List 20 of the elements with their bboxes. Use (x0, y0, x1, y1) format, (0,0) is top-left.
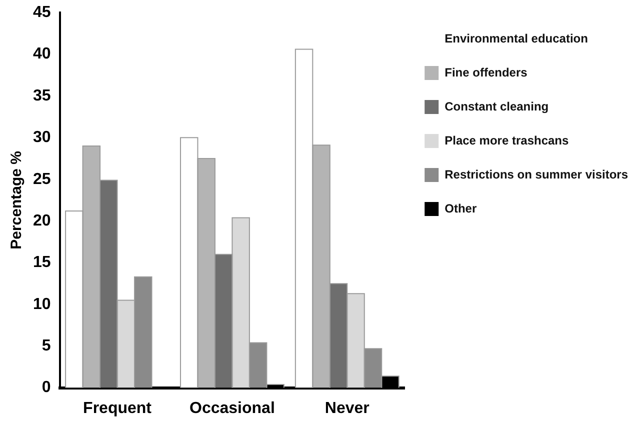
y-tick-label: 10 (33, 296, 51, 313)
legend-label: Place more trashcans (444, 133, 570, 148)
y-tick-label: 5 (42, 338, 51, 355)
y-tick-label: 25 (33, 170, 51, 188)
y-tick-label: 35 (33, 87, 51, 104)
x-tick-label: Never (324, 400, 370, 417)
legend-label: Other (444, 201, 477, 216)
y-tick-label: 45 (33, 4, 51, 22)
legend-label: Fine offenders (444, 65, 528, 80)
y-tick-label: 0 (42, 379, 51, 396)
text: Environmental education (444, 31, 588, 46)
y-axis-title: Percentage % (8, 151, 26, 250)
y-tick-label: 20 (33, 212, 51, 230)
y-tick-label: 15 (33, 254, 51, 272)
legend-label: Restrictions on summer visitors (444, 167, 628, 182)
y-tick-label: 30 (33, 129, 51, 146)
y-tick-label: 40 (33, 46, 51, 63)
x-tick-label: Frequent (83, 400, 152, 417)
legend-label: Constant cleaning (444, 99, 549, 114)
x-tick-label: Occasional (190, 400, 275, 417)
